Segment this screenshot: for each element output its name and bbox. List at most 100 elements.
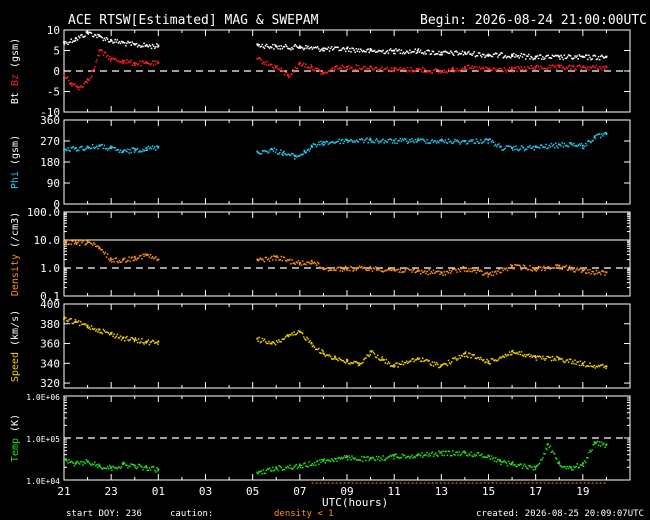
data-point [597,55,600,58]
data-point [106,38,109,40]
data-point [455,269,457,271]
data-point [512,55,514,57]
data-point [408,141,410,143]
data-point [87,147,90,150]
data-point [394,66,396,69]
data-point [277,469,279,472]
data-point [573,271,575,273]
data-point [261,43,264,46]
data-point [143,42,145,45]
data-point [309,262,311,265]
data-point [506,354,509,356]
data-point [275,148,278,151]
data-point [298,463,301,465]
data-point [271,341,274,343]
data-point [340,139,343,142]
data-point [470,357,472,359]
series-speed [63,316,608,370]
data-point [269,63,272,66]
data-point [433,453,436,456]
data-point [598,58,601,61]
data-point [76,85,78,87]
data-point [412,457,414,459]
data-point [374,66,377,69]
data-point [578,64,581,67]
data-point [347,359,349,361]
data-point [410,66,412,69]
data-point [369,350,372,353]
data-point [428,359,430,362]
data-point [146,149,149,151]
data-point [283,73,286,76]
data-point [526,148,528,151]
panel-frame [63,211,631,297]
data-point [149,254,152,256]
data-point [602,363,604,366]
data-point [278,68,280,70]
data-point [129,61,131,64]
data-point [552,143,555,146]
data-point [558,264,561,267]
data-point [524,355,527,358]
data-point [98,49,101,52]
data-point [374,356,377,358]
data-point [318,141,320,143]
data-point [385,51,388,53]
data-point [388,138,391,140]
data-point [379,267,381,270]
data-point [441,53,443,56]
data-point [262,469,265,471]
data-point [605,271,608,274]
data-point [490,455,493,457]
data-point [71,322,74,325]
series-bt [63,31,608,61]
data-point [470,67,472,69]
data-point [558,65,561,68]
data-point [546,68,548,71]
data-point [530,147,532,149]
data-point [130,257,132,259]
data-point [260,59,263,61]
data-point [372,141,375,144]
data-point [79,36,81,39]
data-point [328,269,331,271]
data-point [278,45,280,47]
data-point [587,457,589,459]
data-point [343,140,346,143]
data-point [259,471,261,473]
data-point [586,456,588,459]
data-point [560,465,562,467]
data-point [438,141,440,144]
data-point [289,464,291,466]
data-point [522,69,525,71]
data-point [311,345,314,348]
data-point [334,65,337,68]
data-point [154,342,156,344]
data-point [414,48,417,50]
data-point [312,464,315,466]
x-tick-label: 07 [293,485,306,498]
data-point [429,272,432,275]
data-point [465,143,468,145]
data-point [63,458,65,461]
data-point [363,358,365,361]
data-point [351,139,353,142]
data-point [531,67,533,70]
data-point [303,463,305,465]
data-point [490,357,493,360]
data-point [76,149,79,151]
data-point [504,69,507,71]
data-point [92,242,95,244]
data-point [150,148,153,150]
data-point [502,461,504,463]
data-point [565,66,568,69]
data-point [384,459,387,461]
data-point [396,268,398,271]
data-point [469,67,471,69]
data-point [314,67,317,70]
data-point [472,269,474,272]
data-point [415,141,418,143]
data-point [295,68,298,70]
data-point [386,66,389,68]
